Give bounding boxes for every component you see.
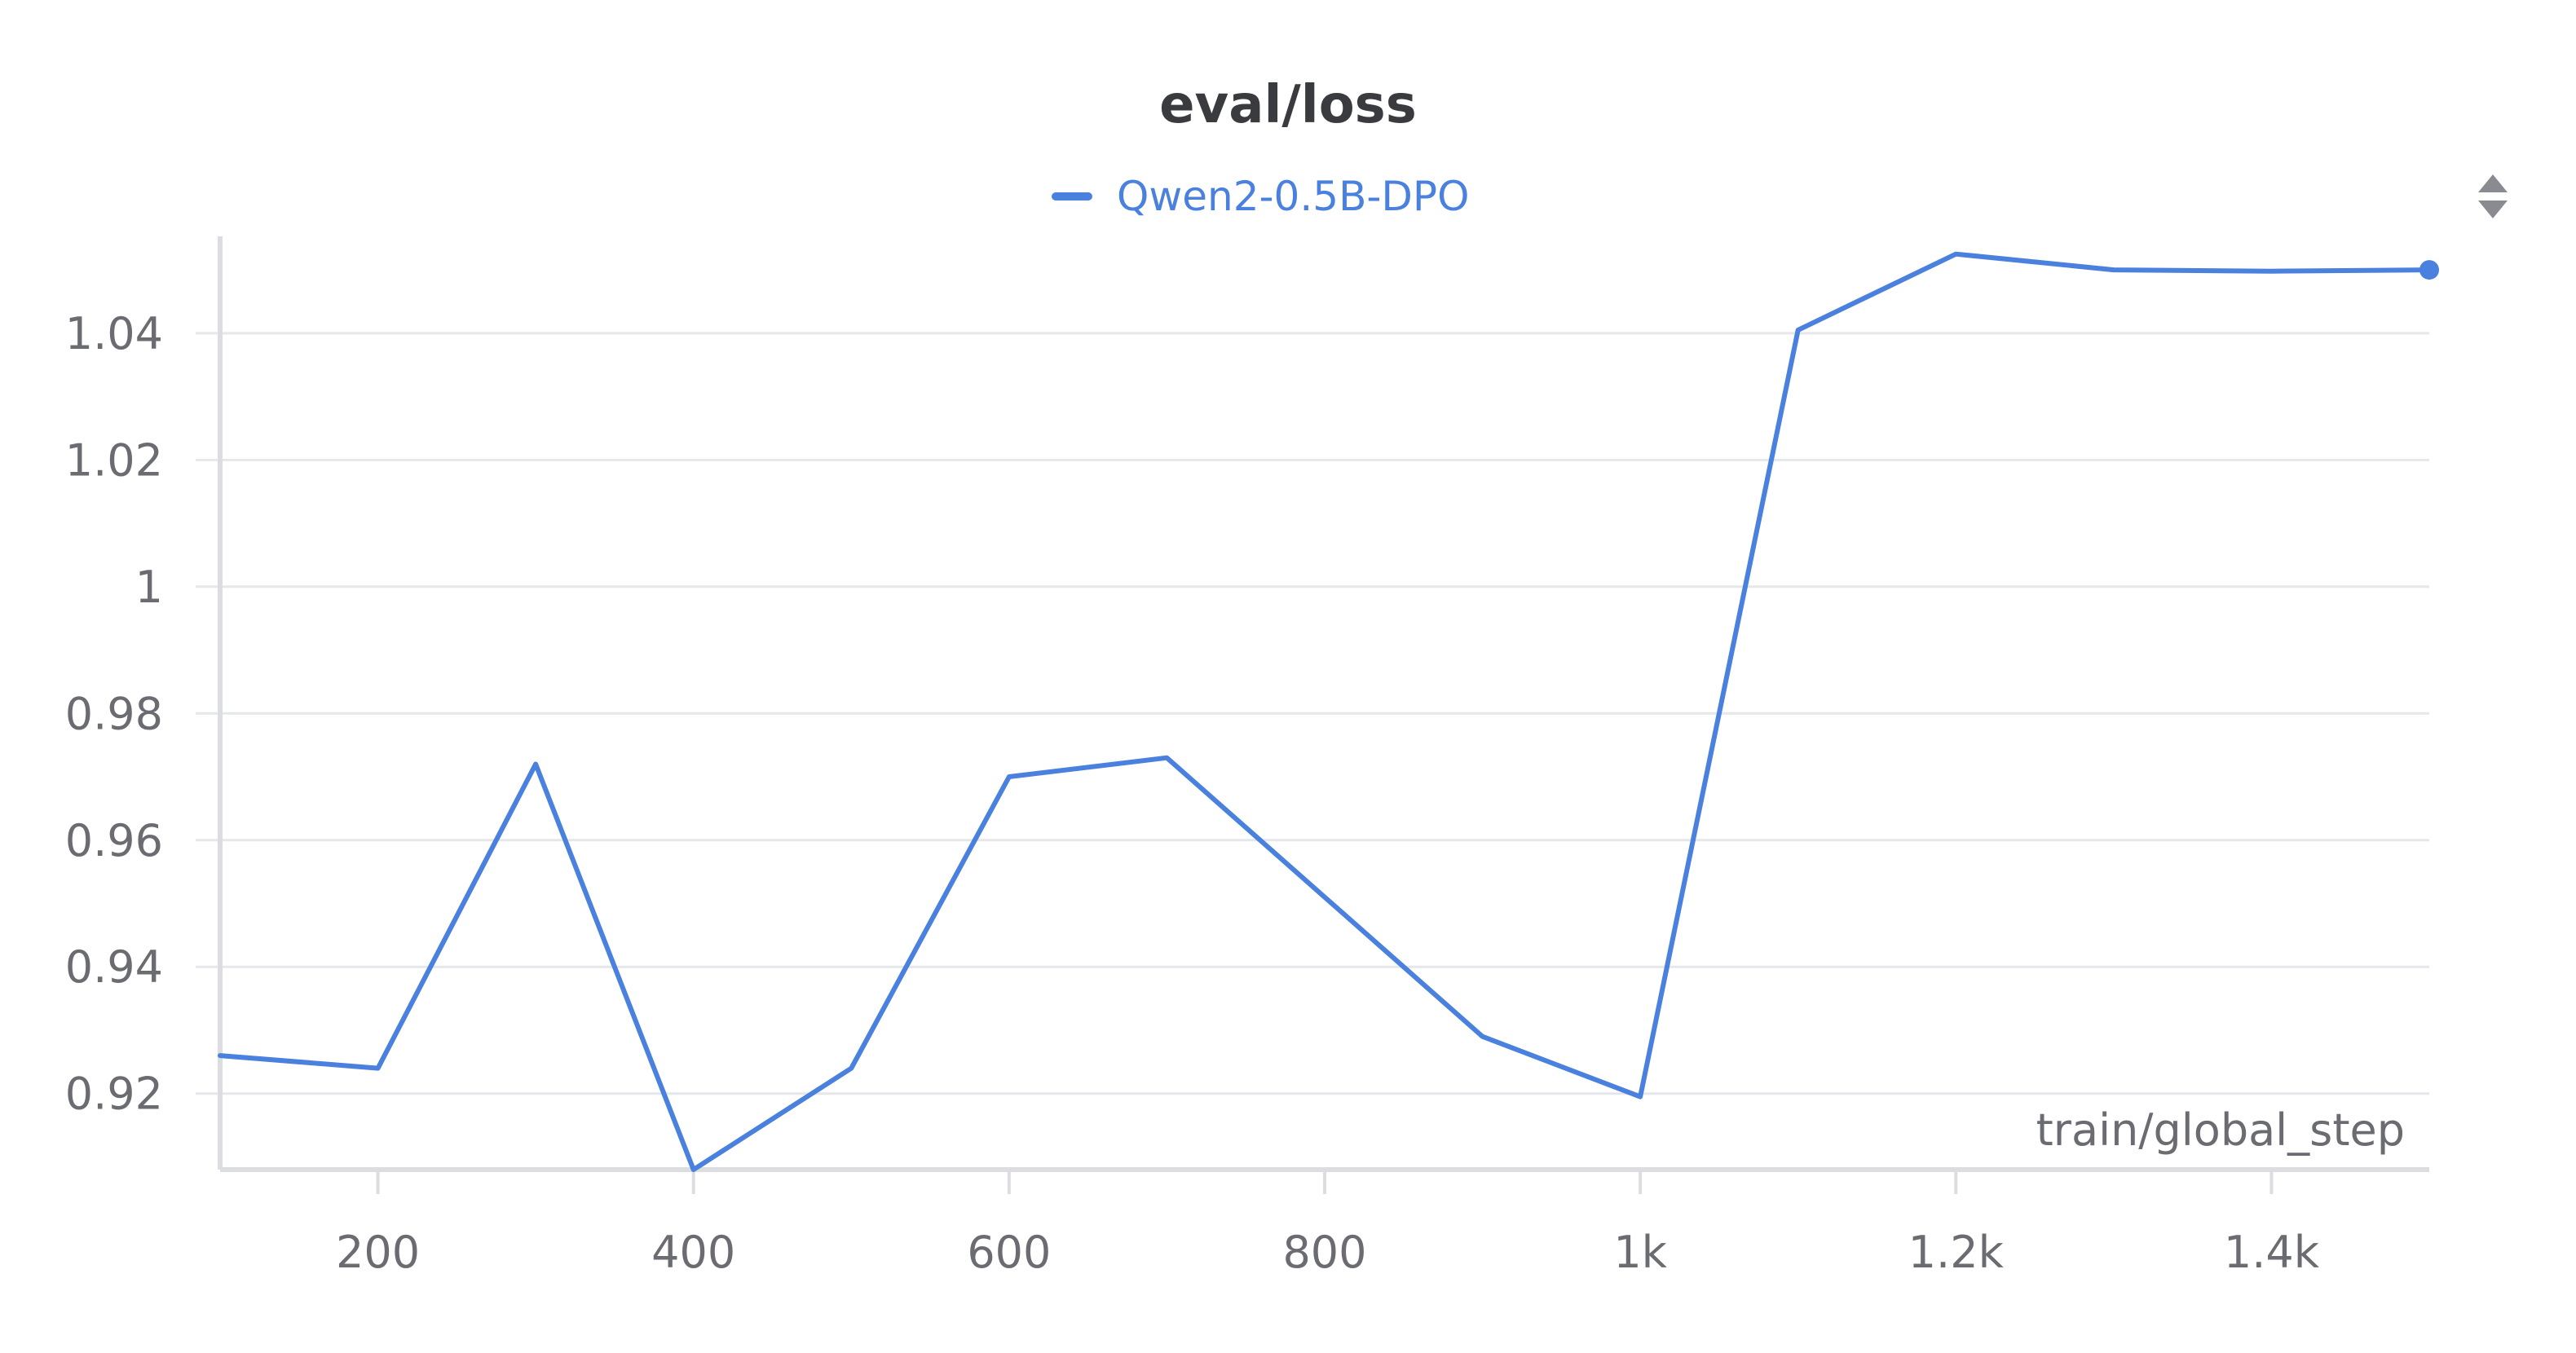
chart-title: eval/loss [1159,75,1417,135]
y-tick-label: 0.96 [65,815,163,866]
y-tick-label: 1.04 [65,308,163,359]
x-tick-label: 1.2k [1908,1227,2005,1278]
y-tick-label: 1 [135,562,163,613]
x-tick-label: 600 [967,1227,1051,1278]
x-tick-label: 1k [1613,1227,1667,1278]
legend[interactable]: Qwen2-0.5B-DPO [1052,168,1469,225]
x-tick-label: 800 [1282,1227,1366,1278]
y-tick-label: 1.02 [65,434,163,486]
series-endpoint [2419,260,2439,280]
x-tick-label: 400 [651,1227,735,1278]
x-tick-label: 1.4k [2224,1227,2320,1278]
y-tick-label: 0.98 [65,688,163,739]
y-tick-label: 0.94 [65,941,163,993]
x-tick-label: 200 [336,1227,420,1278]
legend-swatch [1052,192,1092,201]
y-tick-label: 0.92 [65,1069,163,1120]
series-line [218,251,2432,1172]
sort-arrows-icon[interactable] [2470,168,2516,225]
legend-label: Qwen2-0.5B-DPO [1117,173,1470,220]
x-axis-title: train/global_step [2036,1104,2405,1156]
